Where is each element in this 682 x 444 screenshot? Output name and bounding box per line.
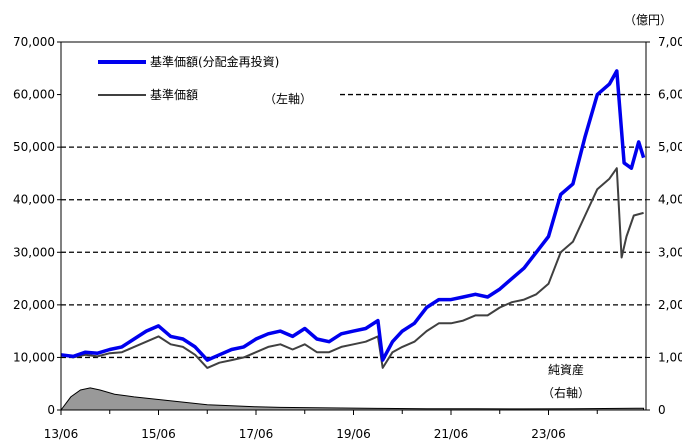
series-line-nav — [60, 167, 644, 369]
x-tick-label: 13/06 — [44, 427, 79, 441]
left-tick-label: 10,000 — [13, 350, 55, 364]
x-tick-label: 23/06 — [531, 427, 566, 441]
right-tick-label: 1,00 — [658, 350, 682, 364]
right-tick-label: 0 — [658, 403, 666, 417]
left-tick-label: 30,000 — [13, 245, 55, 259]
net-assets-axis-note: （右軸） — [542, 385, 590, 400]
net-assets-area-path — [60, 387, 645, 411]
x-tick-label: 17/06 — [239, 427, 274, 441]
x-tick-label: 19/06 — [336, 427, 371, 441]
series-lines — [60, 69, 646, 369]
left-tick-label: 60,000 — [13, 88, 55, 102]
right-tick-label: 2,00 — [658, 298, 682, 312]
legend-label-distribution: 基準価額(分配金再投資) — [150, 54, 279, 69]
net-assets-area — [60, 387, 645, 411]
x-tick-label: 15/06 — [141, 427, 176, 441]
right-axis-ticks: 0 1,00 2,00 3,00 4,00 5,00 6,00 7,00 — [646, 35, 682, 417]
left-tick-label: 70,000 — [13, 35, 55, 49]
right-tick-label: 4,00 — [658, 193, 682, 207]
series-line-distribution-reinvested — [60, 69, 646, 362]
x-axis-ticks: 13/06 15/06 17/06 19/06 21/06 23/06 — [44, 410, 598, 441]
left-tick-label: 0 — [47, 403, 55, 417]
left-tick-label: 40,000 — [13, 193, 55, 207]
legend-label-nav: 基準価額 — [150, 87, 198, 102]
x-tick-label: 21/06 — [434, 427, 469, 441]
legend: 基準価額(分配金再投資) 基準価額 — [98, 54, 279, 102]
plot-frame — [60, 41, 647, 411]
left-tick-label: 50,000 — [13, 140, 55, 154]
right-tick-label: 6,00 — [658, 88, 682, 102]
gridlines — [61, 93, 646, 359]
right-tick-label: 5,00 — [658, 140, 682, 154]
right-axis-unit: （億円） — [624, 13, 672, 27]
left-axis-note: （左軸） — [264, 91, 312, 106]
right-tick-label: 3,00 — [658, 245, 682, 259]
left-tick-label: 20,000 — [13, 298, 55, 312]
right-tick-label: 7,00 — [658, 35, 682, 49]
left-axis-ticks: 0 10,000 20,000 30,000 40,000 50,000 60,000 70,… — [13, 35, 61, 417]
net-assets-label: 純資産 — [548, 362, 584, 377]
